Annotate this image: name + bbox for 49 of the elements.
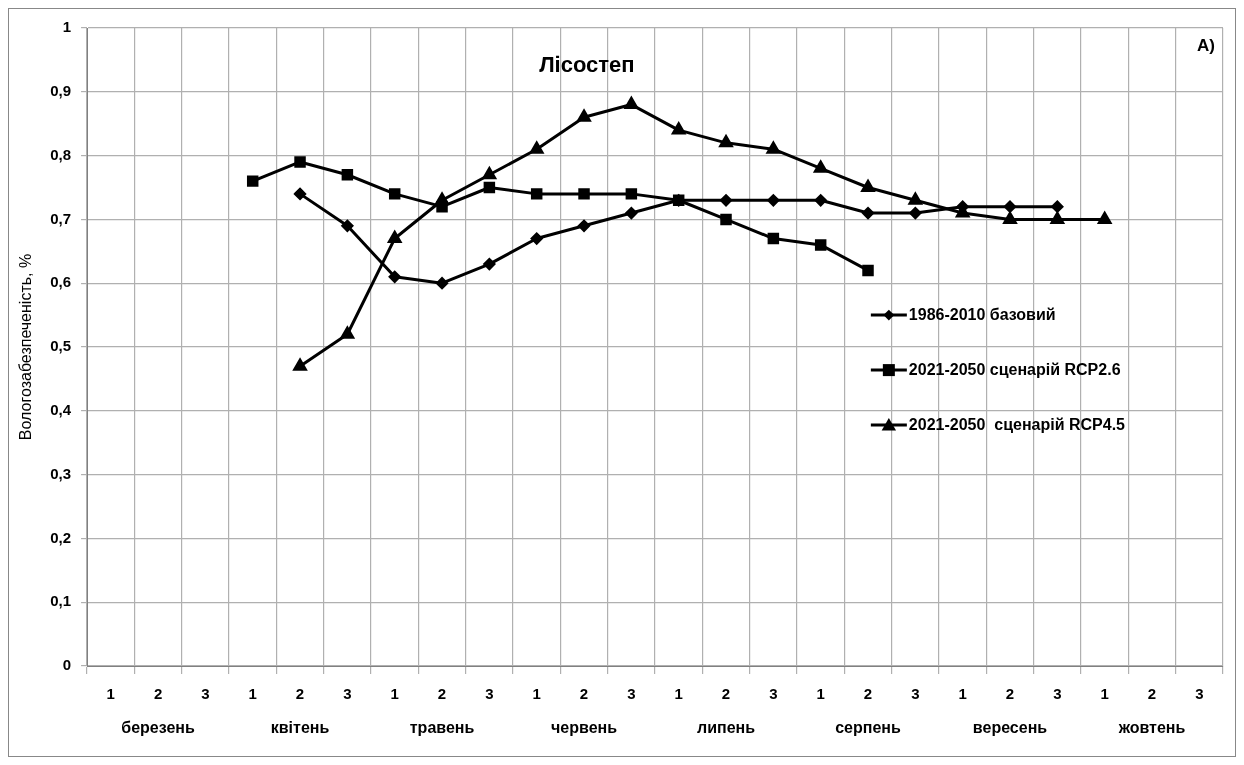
text: червень [551, 719, 618, 737]
text: березень [121, 719, 196, 737]
text: липень [696, 719, 756, 737]
y-tick-label: 0,3 [50, 464, 72, 482]
x-tick-label: 3 [485, 685, 494, 703]
y-axis-title: Вологозабезпеченість, % [17, 253, 35, 441]
legend-label: 2021-2050 сценарій RCP2.6 [908, 360, 1121, 378]
y-tick-label: 0,7 [50, 209, 72, 227]
y-tick-label: 0,4 [50, 400, 72, 418]
text: жовтень [1117, 719, 1186, 737]
x-tick-label: 2 [579, 685, 589, 703]
x-tick-label: 2 [153, 685, 163, 703]
x-tick-label: 2 [1005, 685, 1015, 703]
legend-label: 2021-2050 сценарій RCP4.5 [908, 415, 1126, 433]
x-tick-label: 3 [1195, 685, 1204, 703]
x-tick-label: 1 [532, 685, 541, 703]
x-tick-label: 2 [1147, 685, 1157, 703]
x-tick-label: 1 [106, 685, 115, 703]
y-tick-label: 0,1 [50, 592, 72, 610]
x-tick-label: 3 [627, 685, 636, 703]
text: травень [409, 719, 475, 737]
x-tick-label: 1 [816, 685, 825, 703]
legend-label: 1986-2010 базовий [908, 305, 1056, 323]
y-tick-label: 1 [62, 18, 72, 36]
x-tick-label: 3 [911, 685, 920, 703]
x-tick-label: 3 [1053, 685, 1062, 703]
x-tick-label: 1 [390, 685, 399, 703]
text: вересень [972, 719, 1048, 737]
x-tick-label: 3 [201, 685, 210, 703]
x-tick-label: 1 [1100, 685, 1109, 703]
x-tick-label: 2 [863, 685, 873, 703]
y-tick-label: 0,6 [50, 273, 72, 291]
text: квітень [270, 719, 330, 737]
y-tick-label: 0,9 [50, 81, 72, 99]
x-tick-label: 1 [958, 685, 967, 703]
x-tick-label: 2 [721, 685, 731, 703]
y-tick-label: 0 [62, 656, 72, 674]
y-tick-label: 0,2 [50, 528, 72, 546]
y-tick-label: 0,8 [50, 145, 72, 163]
x-tick-label: 1 [674, 685, 683, 703]
y-tick-label: 0,5 [50, 337, 72, 355]
text: Лісостеп [539, 52, 635, 78]
text: серпень [835, 719, 901, 737]
x-tick-label: 3 [343, 685, 352, 703]
x-tick-label: 2 [437, 685, 447, 703]
annotation: А) [1197, 36, 1215, 56]
x-tick-label: 1 [248, 685, 257, 703]
x-tick-label: 2 [295, 685, 305, 703]
x-tick-label: 3 [769, 685, 778, 703]
